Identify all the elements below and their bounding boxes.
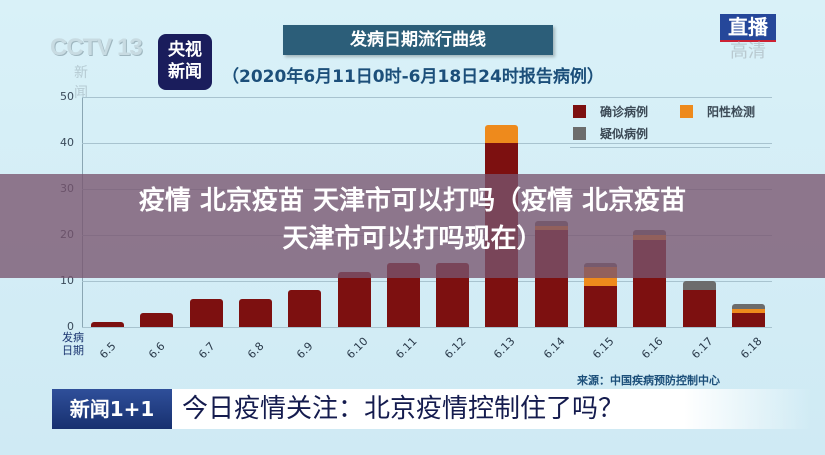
bar-segment: [337, 271, 371, 327]
x-axis-title: 发病日期: [62, 331, 84, 357]
bar-segment: [189, 299, 223, 327]
bar-segment: [91, 322, 124, 327]
bar-segment: [140, 313, 174, 327]
live-hd-badge: 直播 高清: [720, 14, 776, 62]
bar-segment: [731, 304, 765, 309]
legend-swatch: [573, 105, 586, 118]
news-ticker: 新闻1+1 今日疫情关注：北京疫情控制住了吗？: [52, 389, 812, 429]
legend-swatch: [573, 127, 586, 140]
x-tick-label: 6.16: [639, 334, 666, 362]
gridline: [82, 143, 772, 144]
news-1plus1-logo: 新闻1+1: [52, 389, 172, 429]
y-tick-label: 40: [60, 136, 74, 149]
legend-swatch: [680, 105, 693, 118]
y-tick-label: 50: [60, 90, 74, 103]
x-tick-label: 6.14: [540, 334, 568, 362]
bar-segment: [238, 299, 272, 327]
bar-segment: [288, 290, 322, 327]
legend-divider: [570, 147, 770, 148]
y-tick-label: 0: [67, 320, 74, 333]
chart-title: 发病日期流行曲线: [283, 25, 553, 55]
x-tick-label: 6.17: [688, 334, 716, 362]
bar-6.18: [731, 304, 765, 327]
x-tick-label: 6.5: [97, 339, 119, 362]
bar-segment: [584, 285, 617, 327]
gridline: [82, 327, 772, 328]
bar-6.6: [140, 313, 174, 327]
bar-6.8: [238, 299, 272, 327]
legend-item-suspected: 疑似病例: [573, 125, 648, 142]
gridline: [82, 97, 772, 98]
cctv-news-app-badge: 央视 新闻: [158, 34, 212, 90]
x-tick-label: 6.7: [195, 339, 218, 362]
x-tick-label: 6.6: [146, 339, 168, 362]
legend-item-confirmed: 确诊病例: [573, 103, 648, 120]
x-tick-label: 6.15: [590, 334, 617, 362]
data-source: 来源：中国疾病预防控制中心: [577, 374, 720, 387]
bar-6.9: [288, 290, 322, 327]
x-tick-label: 6.8: [244, 339, 267, 362]
bar-segment: [682, 281, 716, 291]
x-tick-label: 6.11: [392, 334, 420, 362]
bar-6.5: [91, 322, 124, 327]
legend-item-positive: 阳性检测: [680, 103, 755, 120]
bar-segment: [682, 290, 716, 327]
bar-6.7: [189, 299, 223, 327]
x-tick-label: 6.9: [294, 339, 316, 362]
x-tick-label: 6.18: [737, 334, 765, 362]
gridline: [82, 281, 772, 282]
bar-6.17: [682, 281, 716, 327]
x-tick-label: 6.12: [442, 334, 469, 362]
title-overlay-band: [0, 174, 825, 278]
legend-divider: [570, 97, 770, 98]
bar-segment: [485, 124, 519, 143]
ticker-headline: 今日疫情关注：北京疫情控制住了吗？: [172, 389, 812, 429]
chart-subtitle: （2020年6月11日0时-6月18日24时报告病例）: [222, 67, 604, 87]
x-tick-label: 6.13: [491, 334, 518, 362]
bar-segment: [731, 313, 765, 327]
x-tick-label: 6.10: [343, 334, 371, 362]
article-title-overlay: 疫情 北京疫苗 天津市可以打吗（疫情 北京疫苗 天津市可以打吗现在）: [138, 186, 687, 254]
bar-6.10: [337, 271, 371, 327]
bar-segment: [731, 308, 765, 314]
cctv13-logo: CCTV 13 新 闻: [50, 34, 143, 101]
